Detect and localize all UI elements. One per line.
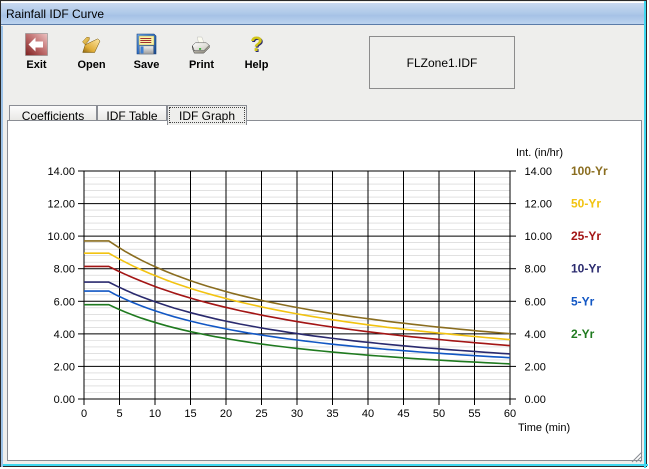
svg-text:50-Yr: 50-Yr — [571, 197, 601, 211]
svg-text:12.00: 12.00 — [525, 199, 553, 211]
svg-text:25: 25 — [255, 408, 267, 420]
svg-text:14.00: 14.00 — [525, 166, 553, 178]
svg-text:8.00: 8.00 — [525, 264, 546, 276]
svg-text:2-Yr: 2-Yr — [571, 327, 595, 341]
svg-text:10.00: 10.00 — [525, 231, 553, 243]
svg-text:2.00: 2.00 — [54, 361, 75, 373]
svg-text:15: 15 — [184, 408, 196, 420]
svg-text:4.00: 4.00 — [525, 329, 546, 341]
svg-text:14.00: 14.00 — [47, 166, 75, 178]
svg-text:10.00: 10.00 — [47, 231, 75, 243]
svg-text:50: 50 — [433, 408, 445, 420]
svg-text:25-Yr: 25-Yr — [571, 229, 601, 243]
svg-text:55: 55 — [468, 408, 480, 420]
svg-text:12.00: 12.00 — [47, 199, 75, 211]
svg-text:Time (min): Time (min) — [518, 422, 570, 434]
svg-text:6.00: 6.00 — [54, 296, 75, 308]
svg-text:5: 5 — [116, 408, 122, 420]
svg-text:60: 60 — [504, 408, 516, 420]
svg-text:5-Yr: 5-Yr — [571, 294, 595, 308]
svg-text:10-Yr: 10-Yr — [571, 262, 601, 276]
svg-text:0: 0 — [81, 408, 87, 420]
svg-text:Int. (in/hr): Int. (in/hr) — [516, 147, 563, 159]
svg-text:0.00: 0.00 — [54, 394, 75, 406]
svg-text:30: 30 — [291, 408, 303, 420]
svg-text:6.00: 6.00 — [525, 296, 546, 308]
svg-text:4.00: 4.00 — [54, 329, 75, 341]
svg-text:2.00: 2.00 — [525, 361, 546, 373]
svg-text:35: 35 — [326, 408, 338, 420]
svg-text:45: 45 — [397, 408, 409, 420]
svg-text:8.00: 8.00 — [54, 264, 75, 276]
svg-text:0.00: 0.00 — [525, 394, 546, 406]
svg-text:100-Yr: 100-Yr — [571, 164, 608, 178]
svg-text:?: ? — [250, 33, 263, 56]
svg-text:20: 20 — [220, 408, 232, 420]
svg-text:40: 40 — [362, 408, 374, 420]
svg-text:10: 10 — [149, 408, 161, 420]
